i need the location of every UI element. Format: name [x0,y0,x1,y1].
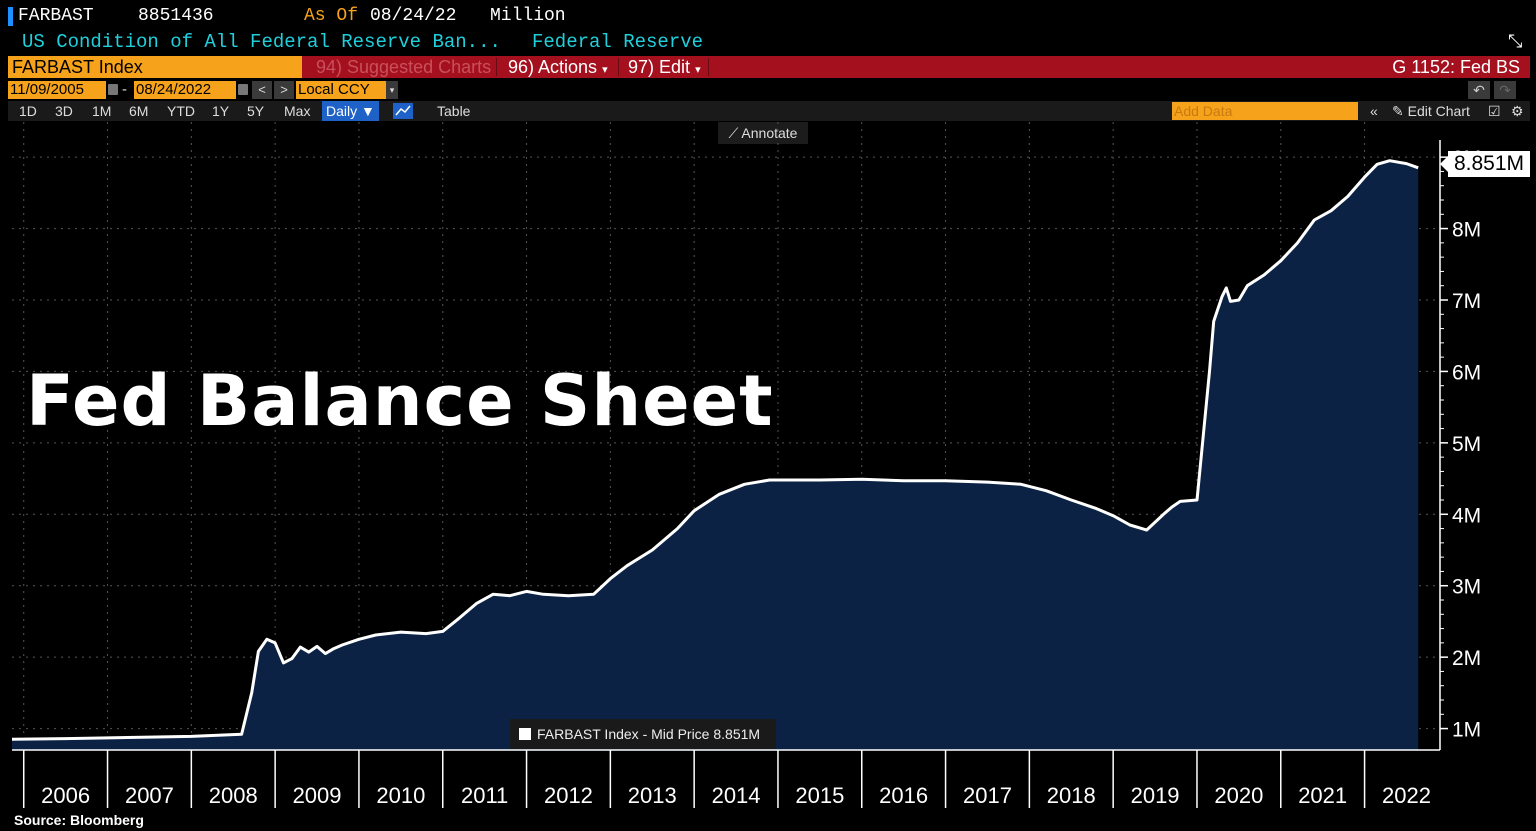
x-tick-label: 2012 [544,783,593,808]
period-1d[interactable]: 1D [19,103,37,119]
chevron-down-icon: ▾ [602,64,608,76]
chevron-down-icon[interactable]: ▾ [386,81,398,99]
ticker-symbol: FARBAST [18,6,94,26]
y-tick-label: 4M [1452,504,1481,527]
series-area [12,160,1419,750]
divider [496,58,497,76]
last-value: 8851436 [138,6,214,26]
line-chart-icon[interactable] [393,103,413,119]
end-date-input[interactable]: 08/24/2022 [134,81,236,99]
period-5y[interactable]: 5Y [247,103,265,119]
edit-menu[interactable]: 97) Edit ▾ [622,56,707,78]
y-tick-label: 7M [1452,290,1481,313]
suggested-charts-menu[interactable]: 94) Suggested Charts [316,57,492,77]
add-data-input[interactable]: Add Data [1172,102,1358,120]
y-tick-label: 5M [1452,433,1481,456]
period-max[interactable]: Max [284,103,311,119]
series-line [11,159,1419,741]
chart-overlay-title: Fed Balance Sheet [26,360,774,442]
chevron-down-icon: ▾ [695,64,701,76]
period-toolbar: 1D 3D 1M 6M YTD 1Y 5Y Max Daily ▼ Table … [8,101,1530,121]
x-tick-label: 2009 [293,783,342,808]
next-arrow-icon[interactable]: > [274,81,294,99]
undo-icon[interactable]: ↶ [1468,81,1490,99]
x-tick-label: 2006 [41,783,90,808]
edit-label: 97) Edit [628,57,691,77]
prev-arrow-icon[interactable]: < [252,81,272,99]
units-label: Million [490,6,566,26]
y-tick-label: 1M [1452,719,1481,742]
redo-icon[interactable]: ↷ [1494,81,1516,99]
source-footnote: Source: Bloomberg [14,812,144,828]
header-accent [8,7,13,26]
start-date-input[interactable]: 11/09/2005 [8,81,106,99]
divider [708,58,709,76]
period-1y[interactable]: 1Y [212,103,230,119]
header-row: FARBAST 8851436 As Of 08/24/22 Million [0,5,1536,29]
x-tick-label: 2008 [209,783,258,808]
gear-icon[interactable]: ⚙ [1511,103,1524,119]
collapse-icon[interactable]: « [1370,103,1378,119]
y-tick-label: 6M [1452,361,1481,384]
as-of-date: 08/24/22 [370,6,457,26]
legend: FARBAST Index - Mid Price 8.851M [510,719,776,749]
period-ytd[interactable]: YTD [167,103,195,119]
security-input[interactable]: FARBAST Index [8,56,302,78]
y-tick-label: 8M [1452,219,1481,242]
period-6m[interactable]: 6M [129,103,149,119]
x-axis: 2006 2007 2008 2009 2010 2011 2012 2013 2014 2015… [12,749,1440,808]
chart-id: G 1152: Fed BS [1392,57,1520,77]
legend-swatch [519,728,531,740]
x-tick-label: 2014 [712,783,761,808]
last-value-tag: 8.851M [1440,151,1530,177]
legend-label: FARBAST Index - Mid Price 8.851M [537,726,761,742]
x-tick-label: 2017 [963,783,1012,808]
as-of-label: As Of [304,6,359,26]
chart-settings-icon[interactable]: ☑ [1488,103,1501,119]
expand-icon[interactable]: ⤡ [1508,31,1523,51]
edit-chart-label: Edit Chart [1407,103,1470,119]
actions-label: 96) Actions [508,57,598,77]
y-tick-label: 2M [1452,647,1481,670]
command-bar: FARBAST Index 94) Suggested Charts 96) A… [8,56,1530,78]
x-tick-label: 2011 [461,783,508,808]
x-tick-label: 2018 [1047,783,1096,808]
x-tick-label: 2010 [376,783,425,808]
line-chart-icon-graphic [395,105,411,116]
divider [618,58,619,76]
edit-chart-button[interactable]: ✎ Edit Chart [1392,103,1470,119]
calendar-icon[interactable] [108,84,118,95]
x-tick-label: 2019 [1131,783,1180,808]
period-3d[interactable]: 3D [55,103,73,119]
annotate-button[interactable]: ⟋ Annotate [718,122,808,144]
x-tick-label: 2013 [628,783,677,808]
annotate-label: Annotate [741,125,798,141]
table-button[interactable]: Table [437,103,471,119]
frequency-select[interactable]: Daily ▼ [322,101,379,121]
calendar-icon[interactable] [238,84,248,95]
x-tick-label: 2007 [125,783,174,808]
security-description: US Condition of All Federal Reserve Ban.… [22,31,501,53]
x-tick-label: 2015 [795,783,844,808]
data-source-name: Federal Reserve [532,31,704,53]
x-tick-label: 2016 [879,783,928,808]
date-range-row: 11/09/2005 - 08/24/2022 < > Local CCY ▾ … [8,81,1530,99]
description-row: US Condition of All Federal Reserve Ban.… [0,30,1536,54]
x-tick-label: 2021 [1298,783,1347,808]
y-axis: 1M2M3M4M5M6M7M8M9M [1439,140,1481,750]
currency-select[interactable]: Local CCY [296,81,392,99]
x-tick-label: 2022 [1382,783,1431,808]
y-tick-label: 3M [1452,576,1481,599]
x-tick-label: 2020 [1214,783,1263,808]
period-1m[interactable]: 1M [92,103,112,119]
actions-menu[interactable]: 96) Actions ▾ [502,56,614,78]
date-separator: - [122,81,127,98]
